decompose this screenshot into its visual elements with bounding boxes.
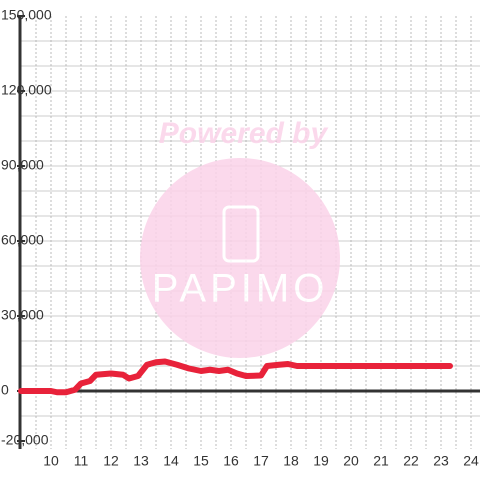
watermark-circle — [140, 158, 340, 358]
y-tick-label: 90,000 — [1, 157, 44, 173]
y-tick-label: 150,000 — [1, 7, 52, 23]
watermark: Powered by PAPIMO — [140, 117, 340, 358]
y-tick-label: 0 — [1, 382, 9, 398]
x-tick-label: 21 — [373, 453, 389, 469]
x-tick-label: 15 — [193, 453, 209, 469]
watermark-top: Powered by — [159, 117, 329, 150]
x-tick-label: 11 — [74, 453, 89, 469]
x-tick-label: 22 — [403, 453, 419, 469]
data-line — [18, 358, 453, 396]
y-tick-label: -20,000 — [1, 432, 49, 448]
x-tick-label: 14 — [163, 453, 179, 469]
x-tick-label: 23 — [433, 453, 449, 469]
x-tick-label: 17 — [253, 453, 269, 469]
x-tick-label: 13 — [133, 453, 149, 469]
y-tick-label: 30,000 — [1, 307, 44, 323]
y-tick-label: 120,000 — [1, 82, 52, 98]
watermark-icon — [222, 205, 260, 263]
x-tick-label: 16 — [223, 453, 239, 469]
watermark-bottom: PAPIMO — [152, 267, 329, 311]
x-tick-label: 12 — [103, 453, 119, 469]
x-tick-label: 24 — [463, 453, 479, 469]
x-tick-label: 18 — [283, 453, 299, 469]
x-tick-label: 19 — [313, 453, 329, 469]
y-tick-label: 60,000 — [1, 232, 44, 248]
x-tick-label: 10 — [43, 453, 59, 469]
x-tick-label: 20 — [343, 453, 359, 469]
